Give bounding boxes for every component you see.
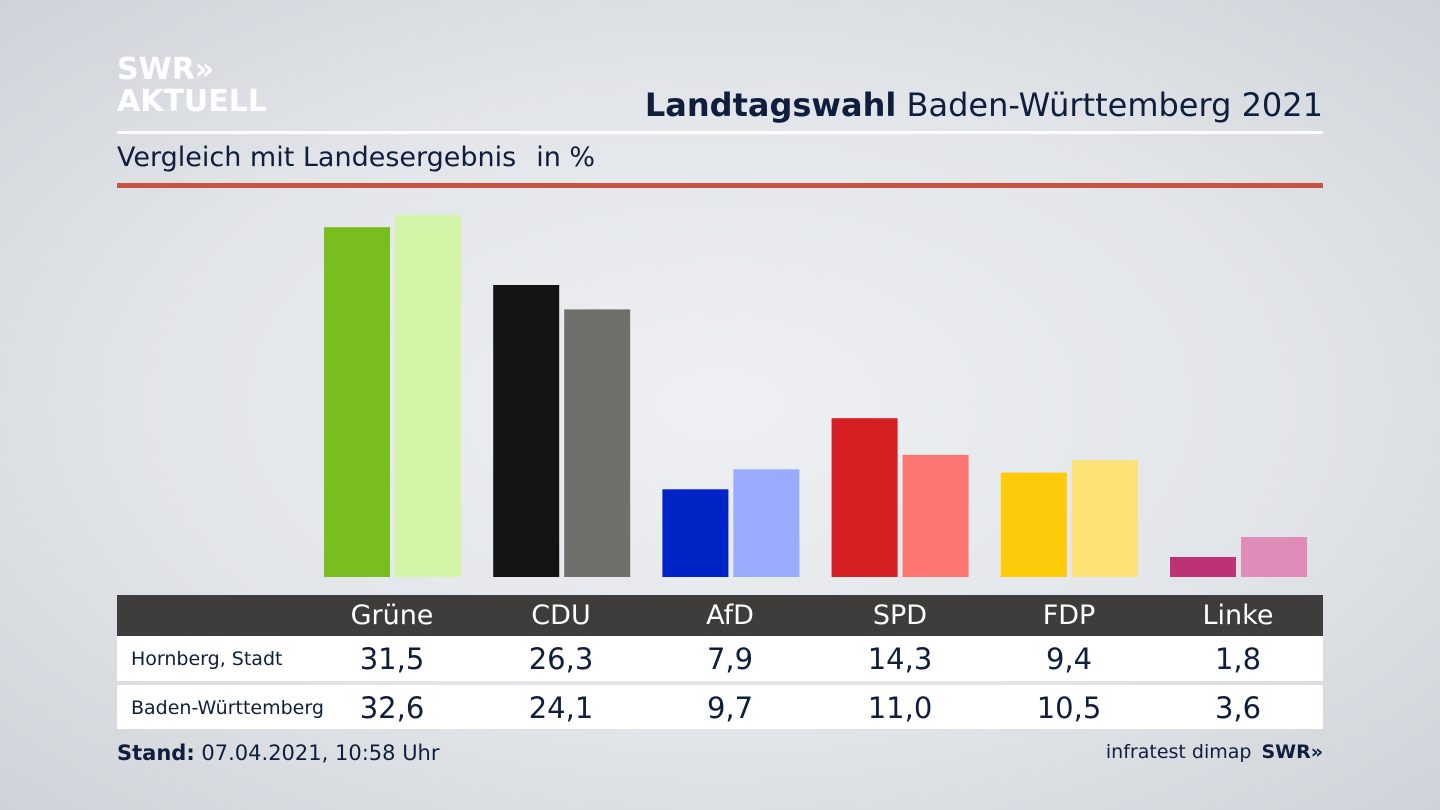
table-cell: 1,8 [1214,642,1262,676]
bar-fdp-series-1 [1000,472,1067,577]
table-cell: 10,5 [1036,691,1102,725]
table-cell: 26,3 [528,642,594,676]
title-divider [117,131,1323,134]
stand-label: Stand: [117,741,195,765]
table-row: Hornberg, Stadt 31,5 26,3 7,9 14,3 9,4 1… [117,636,1323,681]
table-cell: 14,3 [867,642,933,676]
table-cell: 24,1 [528,691,594,725]
bar-grne-series-2 [395,215,461,577]
header-fdp: FDP [1042,600,1096,631]
header-cdu: CDU [531,600,591,631]
bar-spd-series-1 [831,418,898,577]
swr-brand: SWR» [1261,741,1323,763]
logo-line-1: SWR» [117,52,215,87]
table-header-row: Grüne CDU AfD SPD FDP Linke [117,595,1323,636]
unit-label: in % [536,142,596,173]
table-cell: 32,6 [359,691,425,725]
bar-linke-series-1 [1170,557,1236,577]
page-title: Landtagswahl Baden-Württemberg 2021 [645,86,1323,124]
bar-linke-series-2 [1241,537,1307,577]
subtitle-text: Vergleich mit Landesergebnis [117,142,517,173]
table-cell: 11,0 [867,691,933,725]
bar-spd-series-2 [902,454,969,577]
header-gruene: Grüne [350,600,434,631]
chart-subtitle: Vergleich mit Landesergebnis in % [117,142,595,173]
table-cell: 9,4 [1045,642,1093,676]
bar-fdp-series-2 [1071,460,1138,577]
title-rest: Baden-Württemberg 2021 [906,86,1324,124]
bar-grne-series-1 [324,227,390,577]
accent-divider [117,183,1323,188]
stand-value: 07.04.2021, 10:58 Uhr [201,741,440,765]
header-spd: SPD [872,600,928,631]
row-label: Baden-Württemberg [131,697,324,719]
source-credit: infratest dimap SWR» [1106,741,1323,763]
results-table: Grüne CDU AfD SPD FDP Linke Hornberg, St… [117,595,1323,729]
table-cell: 7,9 [706,642,754,676]
bar-cdu-series-2 [564,309,631,577]
bar-chart [324,215,1307,577]
logo-line-2: AKTUELL [117,84,268,119]
source-label: infratest dimap [1105,741,1252,763]
header-afd: AfD [706,600,754,631]
swr-aktuell-logo: SWR» AKTUELL [117,54,267,118]
row-label: Hornberg, Stadt [131,648,283,670]
table-cell: 31,5 [359,642,425,676]
table-row: Baden-Württemberg 32,6 24,1 9,7 11,0 10,… [117,685,1323,729]
table-cell: 3,6 [1214,691,1262,725]
bar-cdu-series-1 [493,285,560,577]
table-cell: 9,7 [706,691,754,725]
bar-afd-series-2 [733,469,800,577]
title-bold: Landtagswahl [644,86,897,124]
timestamp: Stand: 07.04.2021, 10:58 Uhr [117,741,440,765]
bar-afd-series-1 [662,489,729,577]
header-linke: Linke [1202,600,1274,631]
